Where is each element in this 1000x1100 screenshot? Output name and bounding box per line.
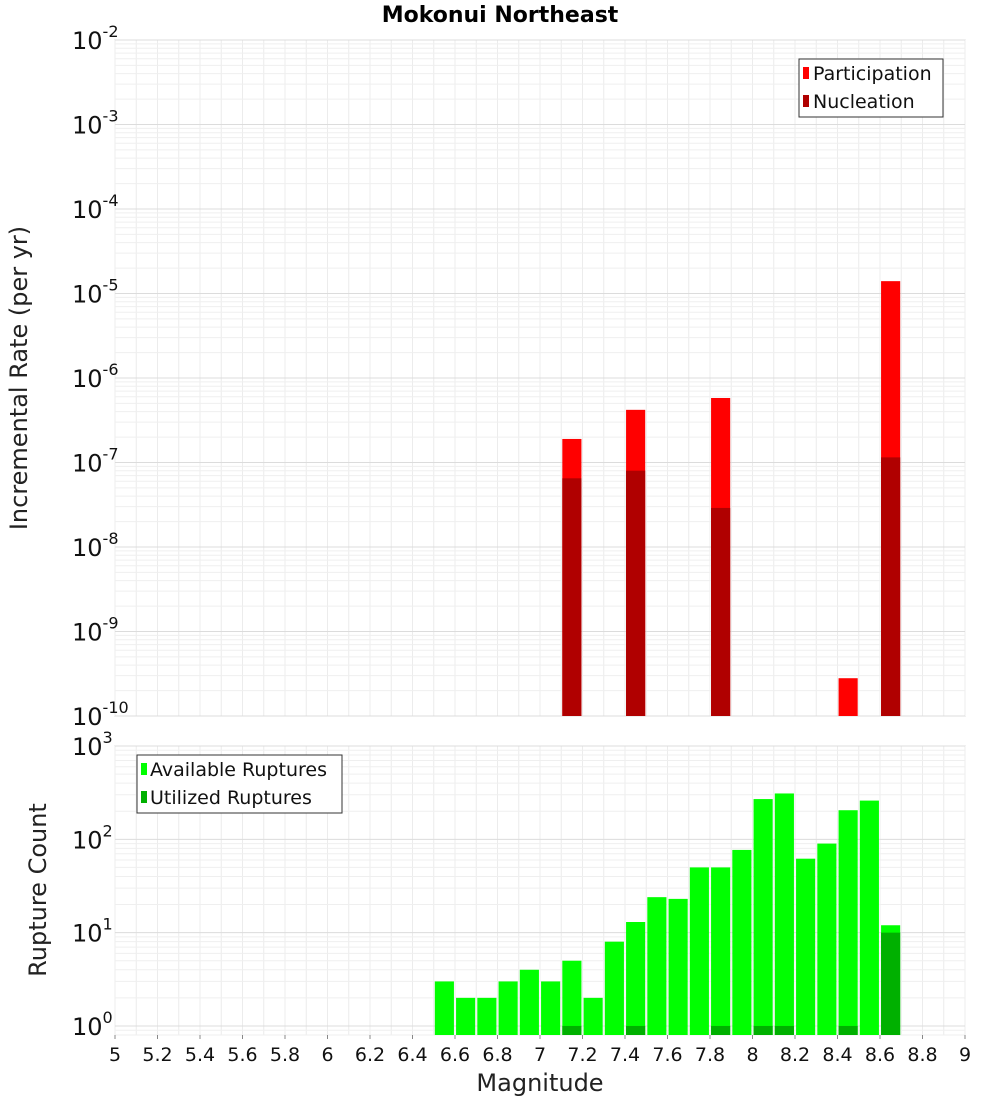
available-ruptures-bar — [817, 843, 837, 1035]
available-ruptures-bar — [583, 997, 603, 1035]
nucleation-bar — [881, 457, 901, 716]
count-bars — [434, 793, 901, 1035]
participation-legend-swatch — [803, 67, 809, 79]
rate-y-tick-label: 10-2 — [72, 22, 119, 55]
utilized-ruptures-bar — [774, 1025, 794, 1035]
x-tick-label: 8.2 — [780, 1044, 810, 1066]
available-ruptures-bar — [711, 867, 731, 1035]
available-ruptures-bar — [732, 849, 752, 1035]
count-legend: Available Ruptures Utilized Ruptures — [136, 754, 343, 814]
x-tick-label: 8.8 — [907, 1044, 937, 1066]
count-y-axis-label: Rupture Count — [24, 803, 52, 977]
rate-y-tick-label: 10-3 — [72, 107, 119, 140]
count-y-tick-label: 101 — [72, 915, 113, 948]
x-tick-label: 6.4 — [397, 1044, 427, 1066]
available-ruptures-bar — [477, 997, 497, 1035]
rate-y-tick-label: 10-6 — [72, 360, 119, 393]
x-tick-label: 5.2 — [142, 1044, 172, 1066]
available-ruptures-bar — [774, 793, 794, 1035]
nucleation-bar — [711, 507, 731, 716]
rate-legend: Participation Nucleation — [798, 58, 944, 118]
rate-grid — [114, 39, 966, 717]
x-tick-label: 7.4 — [610, 1044, 640, 1066]
rate-y-ticks: 10-10 10-9 10-8 10-7 10-6 10-5 10-4 10-3 10-2 — [72, 22, 129, 731]
utilized-ruptures-bar — [626, 1025, 646, 1035]
x-tick-label: 5.6 — [227, 1044, 257, 1066]
rate-y-tick-label: 10-5 — [72, 276, 119, 309]
rate-y-tick-label: 10-8 — [72, 529, 119, 562]
count-panel: 100 101 102 103 5 5.2 5.4 5.6 5.8 6 6.2 6.4 6.6 6.8 7… — [24, 728, 971, 1097]
utilized-ruptures-bar — [838, 1025, 858, 1035]
available-ruptures-legend-swatch — [141, 763, 147, 775]
rate-y-tick-label: 10-9 — [72, 614, 119, 647]
rate-y-axis-label: Incremental Rate (per yr) — [5, 226, 33, 530]
rate-y-tick-label: 10-10 — [72, 698, 129, 731]
utilized-ruptures-legend-swatch — [141, 791, 147, 803]
x-tick-label: 7.6 — [652, 1044, 682, 1066]
x-tick-label: 6 — [321, 1044, 333, 1066]
x-tick-label: 6.6 — [440, 1044, 470, 1066]
available-ruptures-legend-label: Available Ruptures — [150, 759, 327, 781]
x-tick-label: 5.4 — [185, 1044, 215, 1066]
nucleation-bar — [626, 470, 646, 716]
x-tick-label: 7 — [534, 1044, 546, 1066]
x-tick-label: 5.8 — [270, 1044, 300, 1066]
available-ruptures-bar — [689, 867, 709, 1035]
rate-y-tick-label: 10-7 — [72, 445, 119, 478]
x-tick-label: 9 — [959, 1044, 971, 1066]
rate-y-tick-label: 10-4 — [72, 191, 119, 224]
x-tick-label: 8.4 — [822, 1044, 852, 1066]
utilized-ruptures-legend-label: Utilized Ruptures — [150, 787, 312, 809]
utilized-ruptures-bar — [711, 1025, 731, 1035]
available-ruptures-bar — [541, 981, 561, 1035]
available-ruptures-bar — [626, 922, 646, 1035]
utilized-ruptures-bar — [881, 932, 901, 1035]
rate-legend-box — [798, 58, 944, 118]
count-y-tick-label: 103 — [72, 728, 113, 761]
available-ruptures-bar — [604, 941, 624, 1035]
x-tick-label: 5 — [109, 1044, 121, 1066]
available-ruptures-bar — [562, 960, 582, 1035]
participation-bar — [838, 678, 858, 716]
x-axis-label: Magnitude — [476, 1069, 603, 1097]
chart-title: Mokonui Northeast — [382, 3, 619, 28]
nucleation-legend-swatch — [803, 95, 809, 107]
rate-panel: 10-10 10-9 10-8 10-7 10-6 10-5 10-4 10-3 10-2 In… — [5, 22, 966, 731]
x-tick-label: 7.8 — [695, 1044, 725, 1066]
available-ruptures-bar — [647, 897, 667, 1035]
participation-legend-label: Participation — [813, 63, 932, 85]
count-y-tick-label: 100 — [72, 1008, 113, 1041]
rate-bars — [562, 281, 901, 716]
available-ruptures-bar — [456, 997, 476, 1035]
x-tick-label: 8.6 — [865, 1044, 895, 1066]
available-ruptures-bar — [668, 898, 688, 1035]
count-y-ticks: 100 101 102 103 — [72, 728, 113, 1041]
x-tick-label: 6.8 — [482, 1044, 512, 1066]
utilized-ruptures-bar — [562, 1025, 582, 1035]
available-ruptures-bar — [519, 969, 539, 1035]
nucleation-legend-label: Nucleation — [813, 91, 915, 113]
available-ruptures-bar — [838, 810, 858, 1035]
available-ruptures-bar — [498, 981, 518, 1035]
count-y-tick-label: 102 — [72, 821, 113, 854]
available-ruptures-bar — [859, 800, 879, 1035]
nucleation-bar — [562, 478, 582, 716]
available-ruptures-bar — [796, 858, 816, 1035]
x-tick-label: 6.2 — [355, 1044, 385, 1066]
available-ruptures-bar — [753, 799, 773, 1035]
available-ruptures-bar — [434, 981, 454, 1035]
x-tick-label: 7.2 — [567, 1044, 597, 1066]
utilized-ruptures-bar — [753, 1025, 773, 1035]
count-x-ticks: 5 5.2 5.4 5.6 5.8 6 6.2 6.4 6.6 6.8 7 7.2 7.4 7.6 7.8 8… — [109, 1035, 971, 1066]
x-tick-label: 8 — [746, 1044, 758, 1066]
count-legend-box — [136, 754, 343, 814]
